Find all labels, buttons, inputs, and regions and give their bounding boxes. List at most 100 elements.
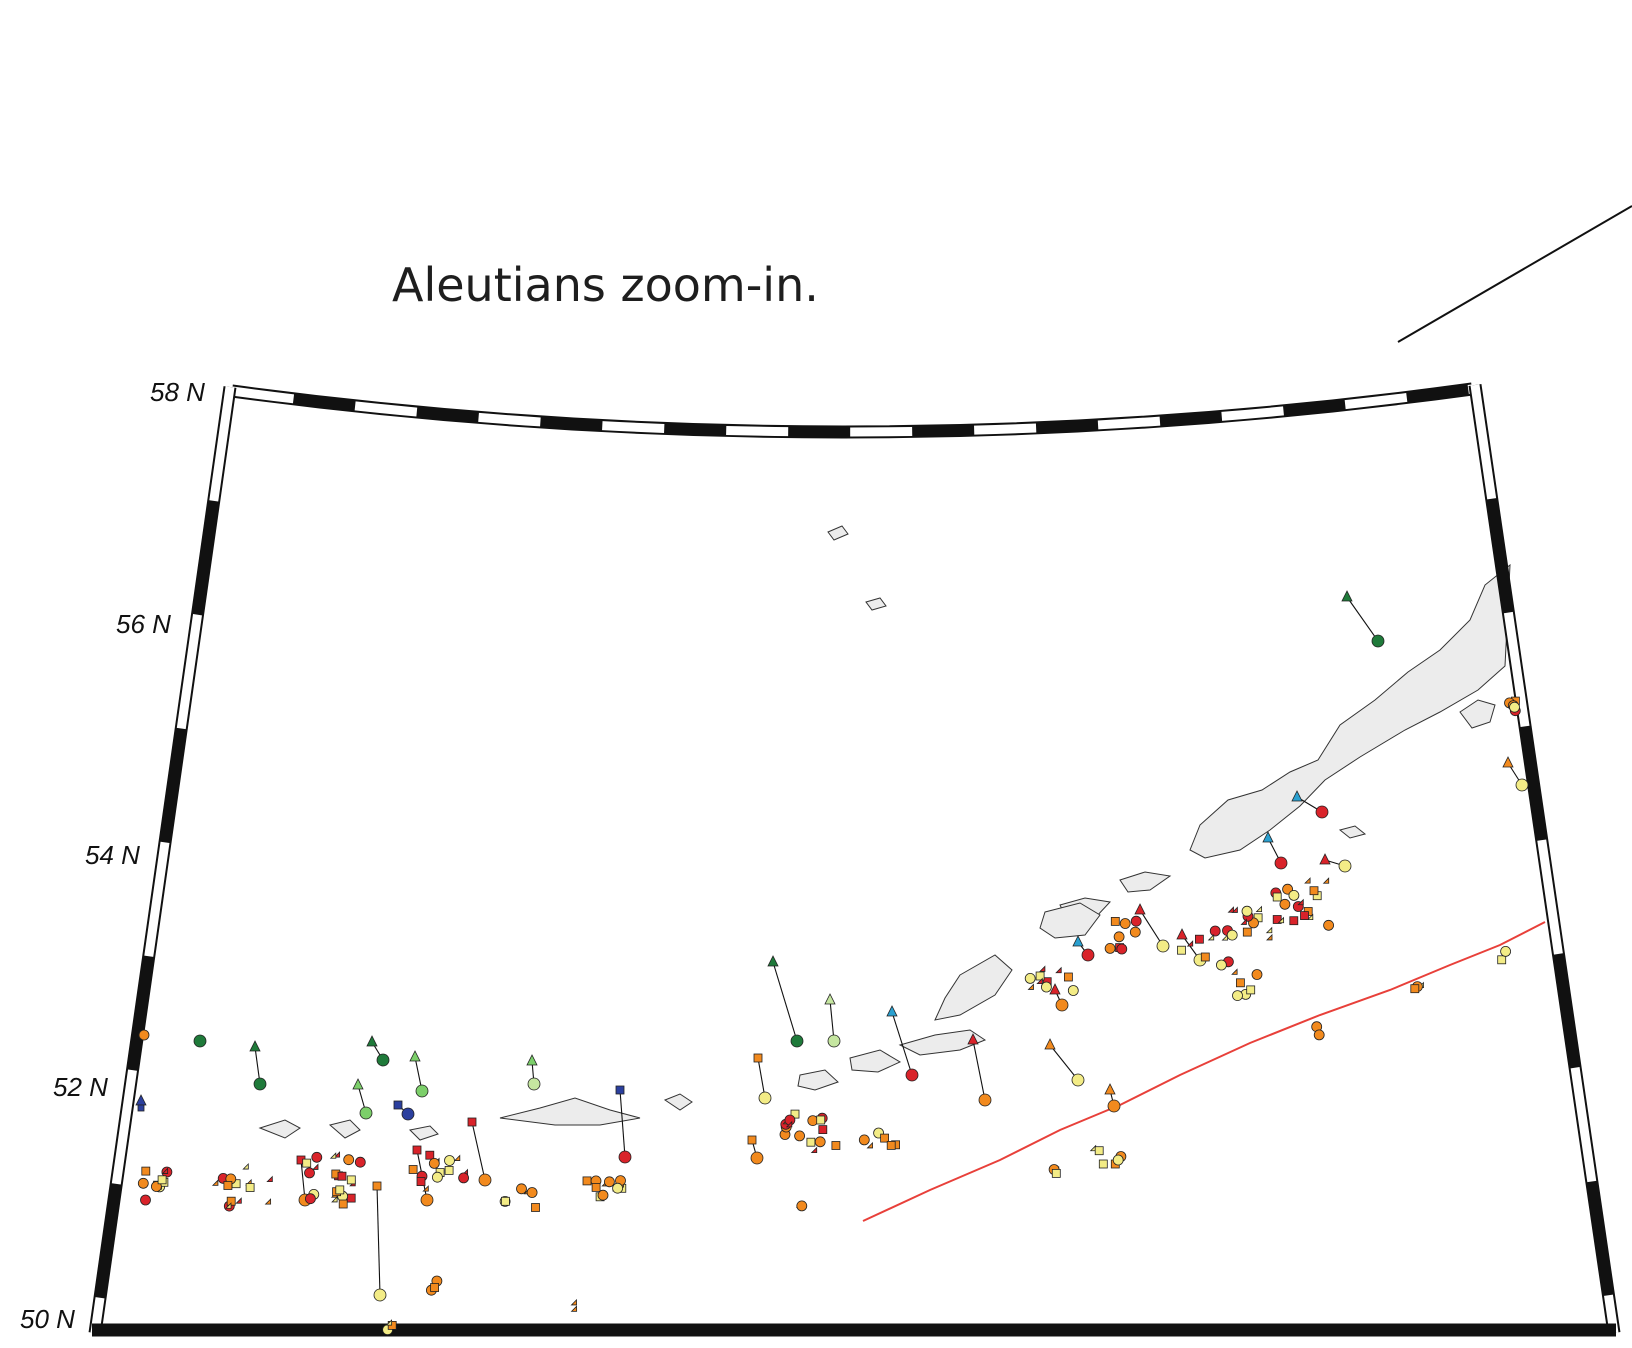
station-circle bbox=[1279, 898, 1291, 910]
station-square bbox=[816, 1115, 826, 1125]
station-triangle bbox=[453, 1154, 461, 1161]
station-square bbox=[157, 1175, 167, 1185]
shumagin-islands bbox=[1338, 825, 1367, 839]
station-connector bbox=[891, 1011, 913, 1076]
zoom-connector-line bbox=[1397, 205, 1632, 343]
station-circle bbox=[1288, 890, 1300, 901]
station-square bbox=[886, 1141, 896, 1150]
station-circle bbox=[1232, 990, 1243, 1001]
station-connector bbox=[1139, 909, 1164, 947]
station-circle bbox=[1156, 939, 1170, 953]
alaska-peninsula bbox=[1189, 563, 1511, 859]
frame-top-edge bbox=[231, 382, 1473, 439]
lat-label-52n: 52 N bbox=[53, 1072, 108, 1102]
station-triangle bbox=[1134, 903, 1146, 915]
station-circle bbox=[1055, 998, 1069, 1012]
station-connector bbox=[757, 1057, 766, 1099]
station-circle bbox=[1067, 985, 1079, 996]
station-square bbox=[1289, 916, 1299, 926]
station-square bbox=[531, 1203, 540, 1212]
station-circle bbox=[1500, 946, 1511, 957]
adak-island bbox=[797, 1069, 839, 1091]
station-circle bbox=[343, 1154, 355, 1166]
station-connector bbox=[1049, 1044, 1079, 1081]
station-square bbox=[1272, 915, 1282, 924]
station-square bbox=[412, 1145, 422, 1155]
station-circle bbox=[814, 1136, 826, 1148]
station-triangle bbox=[1255, 905, 1263, 913]
station-square bbox=[141, 1166, 151, 1176]
station-square bbox=[1300, 911, 1309, 920]
station-square bbox=[393, 1100, 403, 1110]
station-circle bbox=[1107, 1099, 1121, 1113]
station-triangle bbox=[211, 1179, 219, 1186]
station-circle bbox=[1104, 943, 1116, 954]
station-square bbox=[335, 1185, 345, 1195]
station-triangle bbox=[1049, 983, 1061, 995]
station-circle bbox=[1274, 856, 1288, 870]
station-circle bbox=[1509, 701, 1520, 713]
pribilof-island-south bbox=[865, 597, 887, 611]
station-triangle bbox=[1297, 898, 1304, 906]
station-triangle bbox=[866, 1141, 873, 1149]
station-triangle bbox=[1240, 918, 1247, 925]
station-triangle bbox=[264, 1198, 272, 1205]
umnak-island bbox=[1039, 902, 1101, 939]
lat-label-56n: 56 N bbox=[116, 609, 171, 639]
station-triangle bbox=[1306, 913, 1314, 921]
station-square bbox=[615, 1085, 625, 1095]
station-circle bbox=[304, 1167, 315, 1179]
station-square bbox=[1246, 985, 1256, 995]
station-square bbox=[591, 1183, 601, 1192]
station-circle bbox=[807, 1115, 819, 1126]
station-square bbox=[818, 1125, 828, 1134]
station-circle bbox=[796, 1200, 808, 1212]
station-triangle bbox=[1277, 916, 1285, 924]
station-triangle bbox=[1104, 1083, 1116, 1095]
station-circle bbox=[618, 1150, 632, 1164]
station-triangle bbox=[225, 1202, 232, 1209]
station-circle bbox=[1251, 969, 1263, 980]
aleutian-trench-line bbox=[862, 921, 1546, 1222]
station-circle bbox=[1323, 919, 1334, 931]
station-triangle bbox=[1319, 853, 1331, 865]
figure-caption: Aleutians zoom-in. bbox=[392, 258, 819, 312]
station-square bbox=[1309, 886, 1319, 896]
station-square bbox=[1272, 892, 1282, 902]
station-triangle bbox=[135, 1094, 147, 1106]
station-circle bbox=[827, 1034, 841, 1048]
station-triangle bbox=[967, 1033, 979, 1045]
station-square bbox=[346, 1193, 356, 1203]
station-square bbox=[831, 1141, 841, 1150]
station-symbols bbox=[135, 590, 1529, 1336]
station-circle bbox=[750, 1151, 764, 1165]
station-square bbox=[1064, 972, 1073, 982]
station-square bbox=[1098, 1159, 1108, 1169]
station-triangle bbox=[886, 1005, 898, 1017]
station-circle bbox=[905, 1068, 919, 1082]
station-square bbox=[500, 1196, 510, 1206]
land-masses bbox=[258, 525, 1511, 1141]
station-circle bbox=[1226, 929, 1238, 941]
station-circle bbox=[431, 1171, 443, 1183]
station-circle bbox=[858, 1134, 870, 1146]
station-triangle bbox=[312, 1163, 319, 1170]
lat-label-54n: 54 N bbox=[85, 840, 140, 870]
station-triangle bbox=[570, 1305, 578, 1312]
station-triangle bbox=[1322, 877, 1330, 884]
station-square bbox=[444, 1166, 454, 1175]
station-square bbox=[1094, 1146, 1104, 1156]
station-circle bbox=[1130, 915, 1142, 927]
station-square bbox=[806, 1137, 816, 1147]
station-triangle bbox=[366, 1035, 378, 1047]
andreanof-islands bbox=[898, 1029, 987, 1056]
station-circle bbox=[137, 1177, 149, 1189]
station-circle bbox=[373, 1288, 387, 1302]
station-square bbox=[1195, 934, 1204, 944]
station-triangle bbox=[329, 1152, 337, 1159]
station-square bbox=[1410, 984, 1420, 994]
amchitka-rat-islands bbox=[499, 1097, 641, 1126]
station-triangle bbox=[767, 955, 779, 967]
station-circle bbox=[527, 1077, 541, 1091]
